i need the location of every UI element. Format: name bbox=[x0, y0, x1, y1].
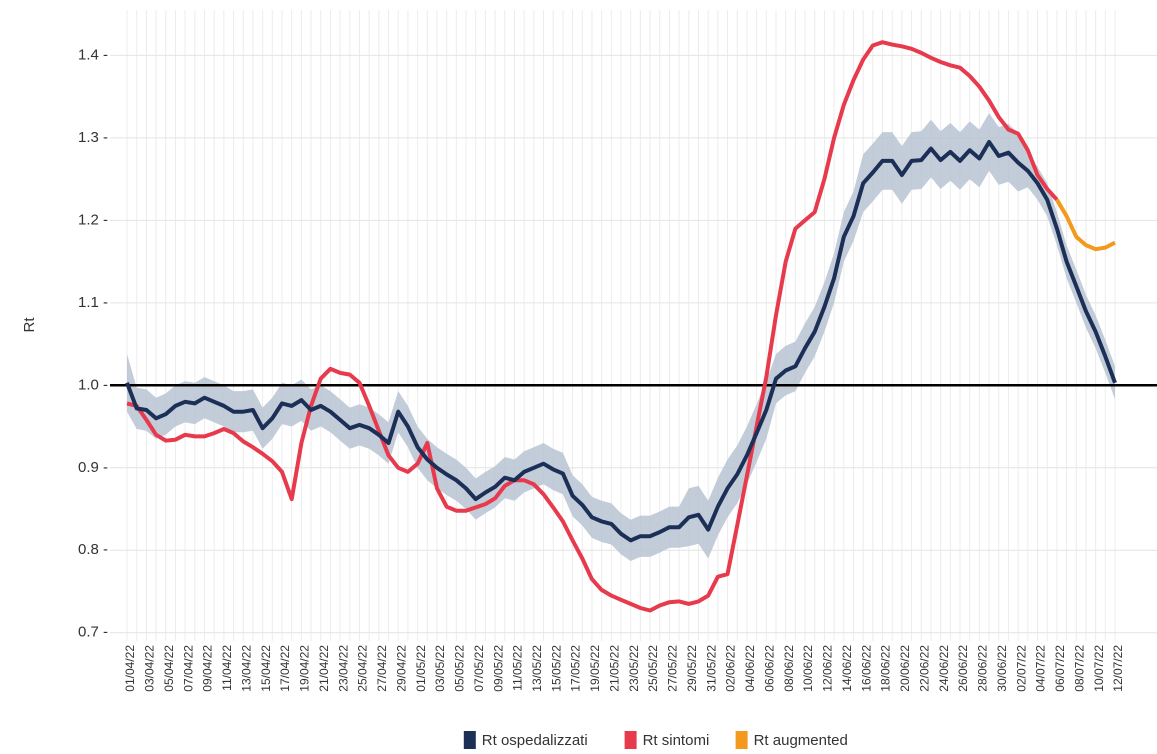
x-tick-label: 04/07/22 bbox=[1034, 645, 1048, 692]
x-tick-label: 07/05/22 bbox=[472, 645, 486, 692]
x-tick-label: 18/06/22 bbox=[879, 645, 893, 692]
x-tick-label: 25/04/22 bbox=[356, 645, 370, 692]
x-tick-label: 27/05/22 bbox=[666, 645, 680, 692]
series-line bbox=[126, 40, 1059, 613]
x-tick-label: 13/04/22 bbox=[239, 645, 253, 692]
y-axis-label: Rt bbox=[21, 317, 38, 333]
x-tick-label: 23/04/22 bbox=[336, 645, 350, 692]
x-tick-label: 21/05/22 bbox=[607, 645, 621, 692]
x-tick-label: 07/04/22 bbox=[181, 645, 195, 692]
y-tick-label: 0.9 - bbox=[78, 459, 108, 476]
x-tick-label: 08/06/22 bbox=[782, 645, 796, 692]
x-tick-label: 12/07/22 bbox=[1111, 645, 1125, 692]
confidence-band bbox=[127, 113, 1115, 561]
x-tick-label: 02/06/22 bbox=[724, 645, 738, 692]
x-tick-label: 01/04/22 bbox=[123, 645, 137, 692]
x-tick-label: 11/05/22 bbox=[511, 645, 525, 691]
y-tick-label: 0.7 - bbox=[78, 624, 108, 641]
x-tick-label: 15/05/22 bbox=[549, 645, 563, 692]
x-tick-label: 14/06/22 bbox=[840, 645, 854, 692]
x-tick-label: 05/05/22 bbox=[453, 645, 467, 692]
x-tick-label: 13/05/22 bbox=[530, 645, 544, 692]
x-tick-label: 04/06/22 bbox=[743, 645, 757, 692]
x-tick-label: 11/04/22 bbox=[220, 645, 234, 691]
x-tick-label: 08/07/22 bbox=[1072, 645, 1086, 692]
x-tick-label: 26/06/22 bbox=[956, 645, 970, 692]
x-tick-label: 29/05/22 bbox=[685, 645, 699, 692]
y-tick-label: 1.2 - bbox=[78, 211, 108, 228]
y-tick-label: 0.8 - bbox=[78, 541, 108, 558]
y-tick-label: 1.1 - bbox=[78, 294, 108, 311]
x-tick-label: 06/06/22 bbox=[762, 645, 776, 692]
x-tick-label: 02/07/22 bbox=[1014, 645, 1028, 692]
x-tick-label: 19/05/22 bbox=[588, 645, 602, 692]
x-tick-label: 27/04/22 bbox=[375, 645, 389, 692]
legend-swatch bbox=[463, 731, 476, 749]
legend-label: Rt ospedalizzati bbox=[482, 732, 588, 749]
x-tick-label: 28/06/22 bbox=[976, 645, 990, 692]
x-tick-label: 17/05/22 bbox=[569, 645, 583, 692]
x-tick-label: 03/05/22 bbox=[433, 645, 447, 692]
x-tick-label: 06/07/22 bbox=[1053, 645, 1067, 692]
x-tick-label: 17/04/22 bbox=[278, 645, 292, 692]
y-tick-label: 1.4 - bbox=[78, 46, 108, 63]
y-tick-label: 1.0 - bbox=[78, 376, 108, 393]
x-tick-label: 15/04/22 bbox=[259, 645, 273, 692]
x-tick-label: 10/07/22 bbox=[1092, 645, 1106, 692]
x-tick-label: 01/05/22 bbox=[414, 645, 428, 692]
x-tick-label: 09/05/22 bbox=[491, 645, 505, 692]
x-tick-label: 21/04/22 bbox=[317, 645, 331, 692]
x-tick-label: 10/06/22 bbox=[801, 645, 815, 692]
legend-swatch bbox=[624, 731, 637, 749]
y-tick-label: 1.3 - bbox=[78, 129, 108, 146]
legend-label: Rt sintomi bbox=[643, 732, 710, 749]
legend-label: Rt augmented bbox=[754, 732, 848, 749]
x-tick-label: 16/06/22 bbox=[859, 645, 873, 692]
x-tick-label: 09/04/22 bbox=[201, 645, 215, 692]
x-tick-label: 20/06/22 bbox=[898, 645, 912, 692]
x-tick-label: 03/04/22 bbox=[143, 645, 157, 692]
series-line bbox=[125, 140, 1117, 543]
x-tick-label: 30/06/22 bbox=[995, 645, 1009, 692]
x-tick-label: 31/05/22 bbox=[704, 645, 718, 692]
x-tick-label: 05/04/22 bbox=[162, 645, 176, 692]
x-tick-label: 24/06/22 bbox=[937, 645, 951, 692]
legend-swatch bbox=[735, 731, 748, 749]
x-tick-label: 12/06/22 bbox=[821, 645, 835, 692]
x-tick-label: 29/04/22 bbox=[394, 645, 408, 692]
x-tick-label: 23/05/22 bbox=[627, 645, 641, 692]
x-tick-label: 22/06/22 bbox=[917, 645, 931, 692]
legend: Rt ospedalizzati Rt sintomi Rt augmented bbox=[463, 731, 848, 749]
series-line bbox=[1055, 198, 1116, 252]
x-tick-label: 19/04/22 bbox=[298, 645, 312, 692]
x-tick-label: 25/05/22 bbox=[646, 645, 660, 692]
